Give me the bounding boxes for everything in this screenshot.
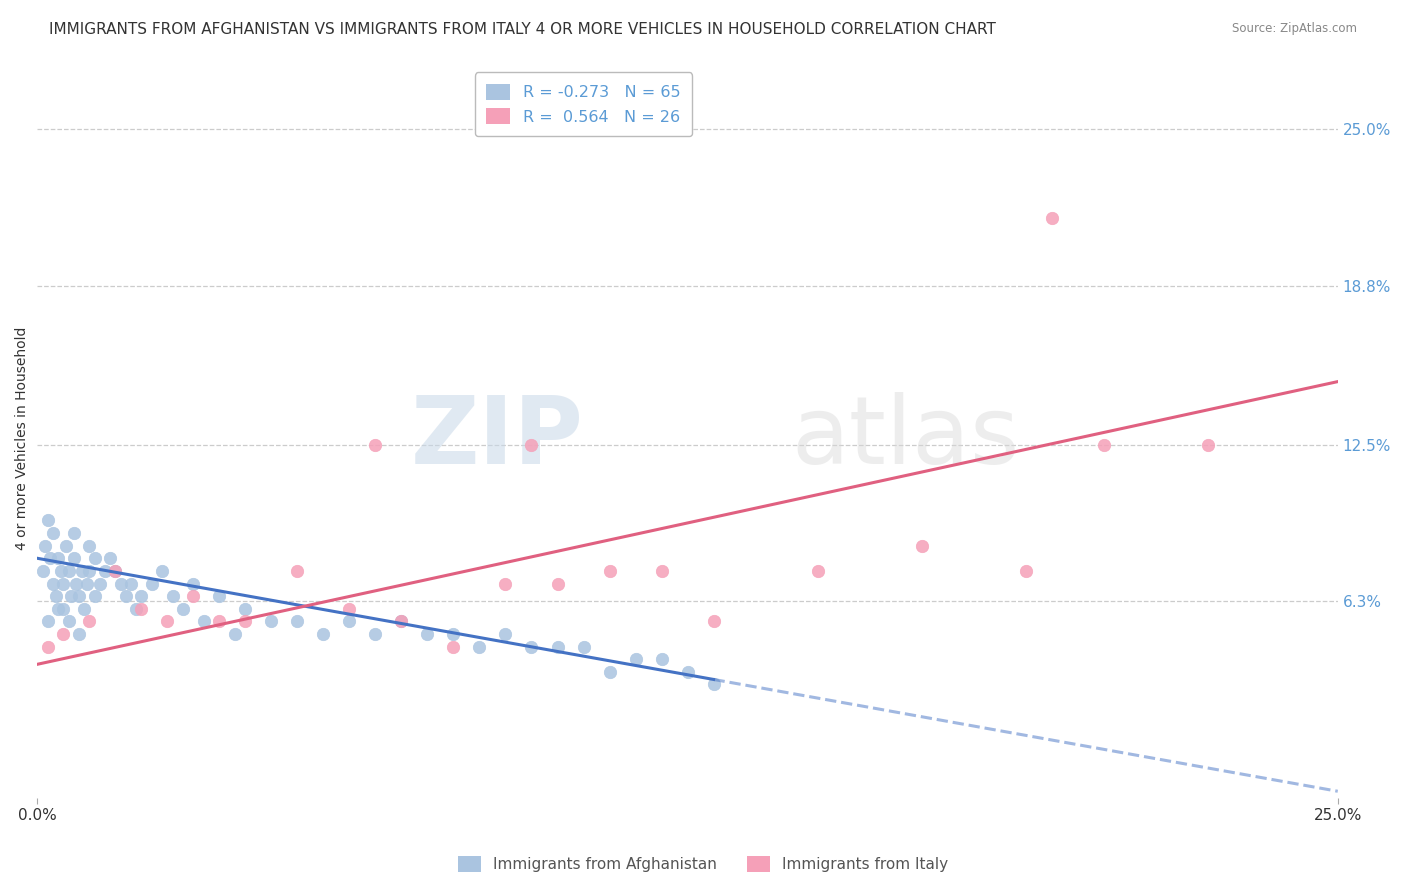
Point	[31, 564, 53, 578]
Point	[120, 576, 142, 591]
Point	[62, 526, 84, 541]
Point	[110, 576, 132, 591]
Point	[910, 539, 932, 553]
Point	[45, 589, 67, 603]
Point	[52, 627, 75, 641]
Text: ZIP: ZIP	[411, 392, 583, 484]
Point	[495, 627, 517, 641]
Point	[89, 576, 111, 591]
Point	[1014, 564, 1036, 578]
Point	[156, 615, 179, 629]
Point	[1092, 438, 1115, 452]
Point	[193, 615, 215, 629]
Point	[162, 589, 184, 603]
Point	[67, 589, 90, 603]
Point	[52, 601, 75, 615]
Point	[42, 526, 65, 541]
Point	[599, 665, 621, 679]
Point	[703, 677, 725, 691]
Point	[73, 601, 96, 615]
Point	[46, 601, 69, 615]
Point	[391, 615, 413, 629]
Point	[183, 576, 205, 591]
Text: IMMIGRANTS FROM AFGHANISTAN VS IMMIGRANTS FROM ITALY 4 OR MORE VEHICLES IN HOUSE: IMMIGRANTS FROM AFGHANISTAN VS IMMIGRANT…	[49, 22, 995, 37]
Point	[49, 564, 72, 578]
Point	[495, 576, 517, 591]
Point	[183, 589, 205, 603]
Point	[807, 564, 830, 578]
Point	[79, 539, 101, 553]
Point	[364, 438, 387, 452]
Point	[235, 615, 257, 629]
Point	[37, 640, 59, 654]
Point	[131, 601, 153, 615]
Point	[55, 539, 77, 553]
Point	[572, 640, 595, 654]
Point	[83, 551, 105, 566]
Point	[58, 564, 80, 578]
Point	[79, 615, 101, 629]
Legend: R = -0.273   N = 65, R =  0.564   N = 26: R = -0.273 N = 65, R = 0.564 N = 26	[475, 72, 692, 136]
Point	[287, 564, 309, 578]
Point	[208, 615, 231, 629]
Point	[520, 438, 543, 452]
Point	[141, 576, 163, 591]
Point	[235, 601, 257, 615]
Point	[520, 640, 543, 654]
Text: atlas: atlas	[792, 392, 1019, 484]
Point	[37, 615, 59, 629]
Point	[624, 652, 647, 666]
Point	[34, 539, 56, 553]
Point	[58, 615, 80, 629]
Point	[62, 551, 84, 566]
Point	[676, 665, 699, 679]
Point	[599, 564, 621, 578]
Point	[70, 564, 93, 578]
Point	[46, 551, 69, 566]
Point	[65, 576, 87, 591]
Point	[131, 589, 153, 603]
Point	[104, 564, 127, 578]
Point	[339, 601, 361, 615]
Point	[703, 615, 725, 629]
Point	[42, 576, 65, 591]
Point	[287, 615, 309, 629]
Point	[312, 627, 335, 641]
Point	[114, 589, 136, 603]
Point	[651, 652, 673, 666]
Point	[125, 601, 148, 615]
Point	[94, 564, 117, 578]
Point	[98, 551, 121, 566]
Point	[468, 640, 491, 654]
Point	[443, 627, 465, 641]
Point	[1040, 211, 1063, 225]
Point	[416, 627, 439, 641]
Point	[391, 615, 413, 629]
Point	[208, 589, 231, 603]
Point	[260, 615, 283, 629]
Point	[547, 576, 569, 591]
Y-axis label: 4 or more Vehicles in Household: 4 or more Vehicles in Household	[15, 326, 30, 550]
Point	[37, 513, 59, 527]
Point	[224, 627, 246, 641]
Point	[60, 589, 83, 603]
Point	[39, 551, 62, 566]
Point	[83, 589, 105, 603]
Point	[104, 564, 127, 578]
Point	[651, 564, 673, 578]
Point	[364, 627, 387, 641]
Point	[443, 640, 465, 654]
Point	[1197, 438, 1219, 452]
Point	[52, 576, 75, 591]
Point	[339, 615, 361, 629]
Text: Source: ZipAtlas.com: Source: ZipAtlas.com	[1232, 22, 1357, 36]
Legend: Immigrants from Afghanistan, Immigrants from Italy: Immigrants from Afghanistan, Immigrants …	[450, 848, 956, 880]
Point	[79, 564, 101, 578]
Point	[547, 640, 569, 654]
Point	[172, 601, 194, 615]
Point	[67, 627, 90, 641]
Point	[150, 564, 173, 578]
Point	[76, 576, 98, 591]
